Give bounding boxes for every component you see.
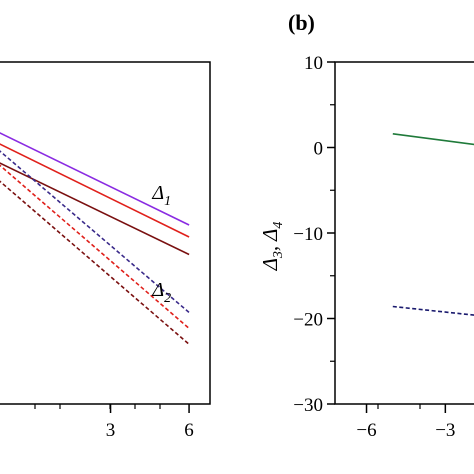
- x-tick-label: −3: [435, 420, 455, 441]
- series-line-1: [392, 133, 474, 146]
- panel-a: 3 6 Δ1 Δ2: [0, 61, 211, 441]
- plot-frame: [0, 61, 211, 405]
- series-line-6: [0, 180, 190, 345]
- series-annotation-2: Δ2: [151, 279, 171, 306]
- x-tick-label: 3: [106, 420, 116, 441]
- series-line-2: [0, 143, 190, 238]
- y-tick-label: −20: [293, 310, 323, 331]
- y-axis-title: Δ3, Δ4: [258, 222, 286, 272]
- series-line-4: [0, 150, 190, 314]
- plot-frame: [334, 61, 474, 405]
- series-line-5: [0, 164, 190, 330]
- series-line-2: [392, 305, 474, 316]
- y-tick-label: −10: [293, 224, 323, 245]
- x-tick-label: −6: [356, 420, 376, 441]
- series-annotation-1: Δ1: [151, 182, 171, 209]
- panel-b: −6 −3 10 0 −10 −20 −30 (b) Δ3, Δ4: [258, 10, 474, 441]
- y-tick-label: 0: [314, 139, 324, 160]
- x-tick-label: 6: [184, 420, 194, 441]
- y-tick-label: −30: [293, 395, 323, 416]
- panel-label: (b): [288, 10, 315, 35]
- series-line-1: [0, 132, 190, 226]
- y-tick-label: 10: [304, 53, 323, 74]
